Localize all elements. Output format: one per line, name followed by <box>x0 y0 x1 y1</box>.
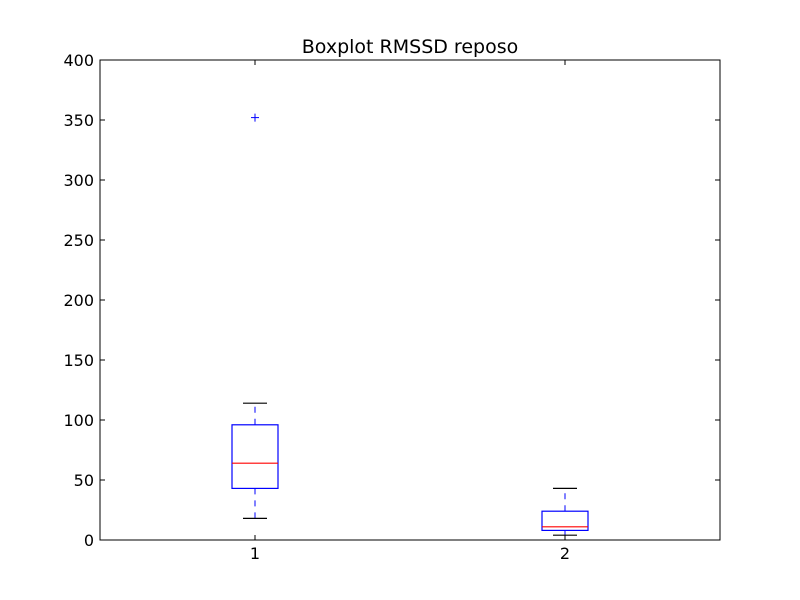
y-tick-label: 100 <box>63 411 94 430</box>
y-tick-label: 200 <box>63 291 94 310</box>
y-tick-label: 50 <box>74 471 94 490</box>
y-tick-label: 350 <box>63 111 94 130</box>
iqr-box <box>541 510 589 532</box>
chart-title: Boxplot RMSSD reposo <box>302 36 518 58</box>
boxes <box>231 113 589 536</box>
plot-area-frame <box>99 59 721 541</box>
y-axis: 0 50 100 150 200 250 300 350 400 <box>63 51 720 550</box>
box-2 <box>541 487 589 536</box>
box-1 <box>231 113 279 520</box>
y-tick-label: 0 <box>84 531 94 550</box>
x-tick-label: 1 <box>250 544 260 563</box>
iqr-box <box>231 424 279 489</box>
y-tick-label: 400 <box>63 51 94 70</box>
x-tick-label: 2 <box>560 544 570 563</box>
y-tick-label: 300 <box>63 171 94 190</box>
outlier-point <box>251 113 259 122</box>
y-tick-label: 150 <box>63 351 94 370</box>
y-tick-label: 250 <box>63 231 94 250</box>
